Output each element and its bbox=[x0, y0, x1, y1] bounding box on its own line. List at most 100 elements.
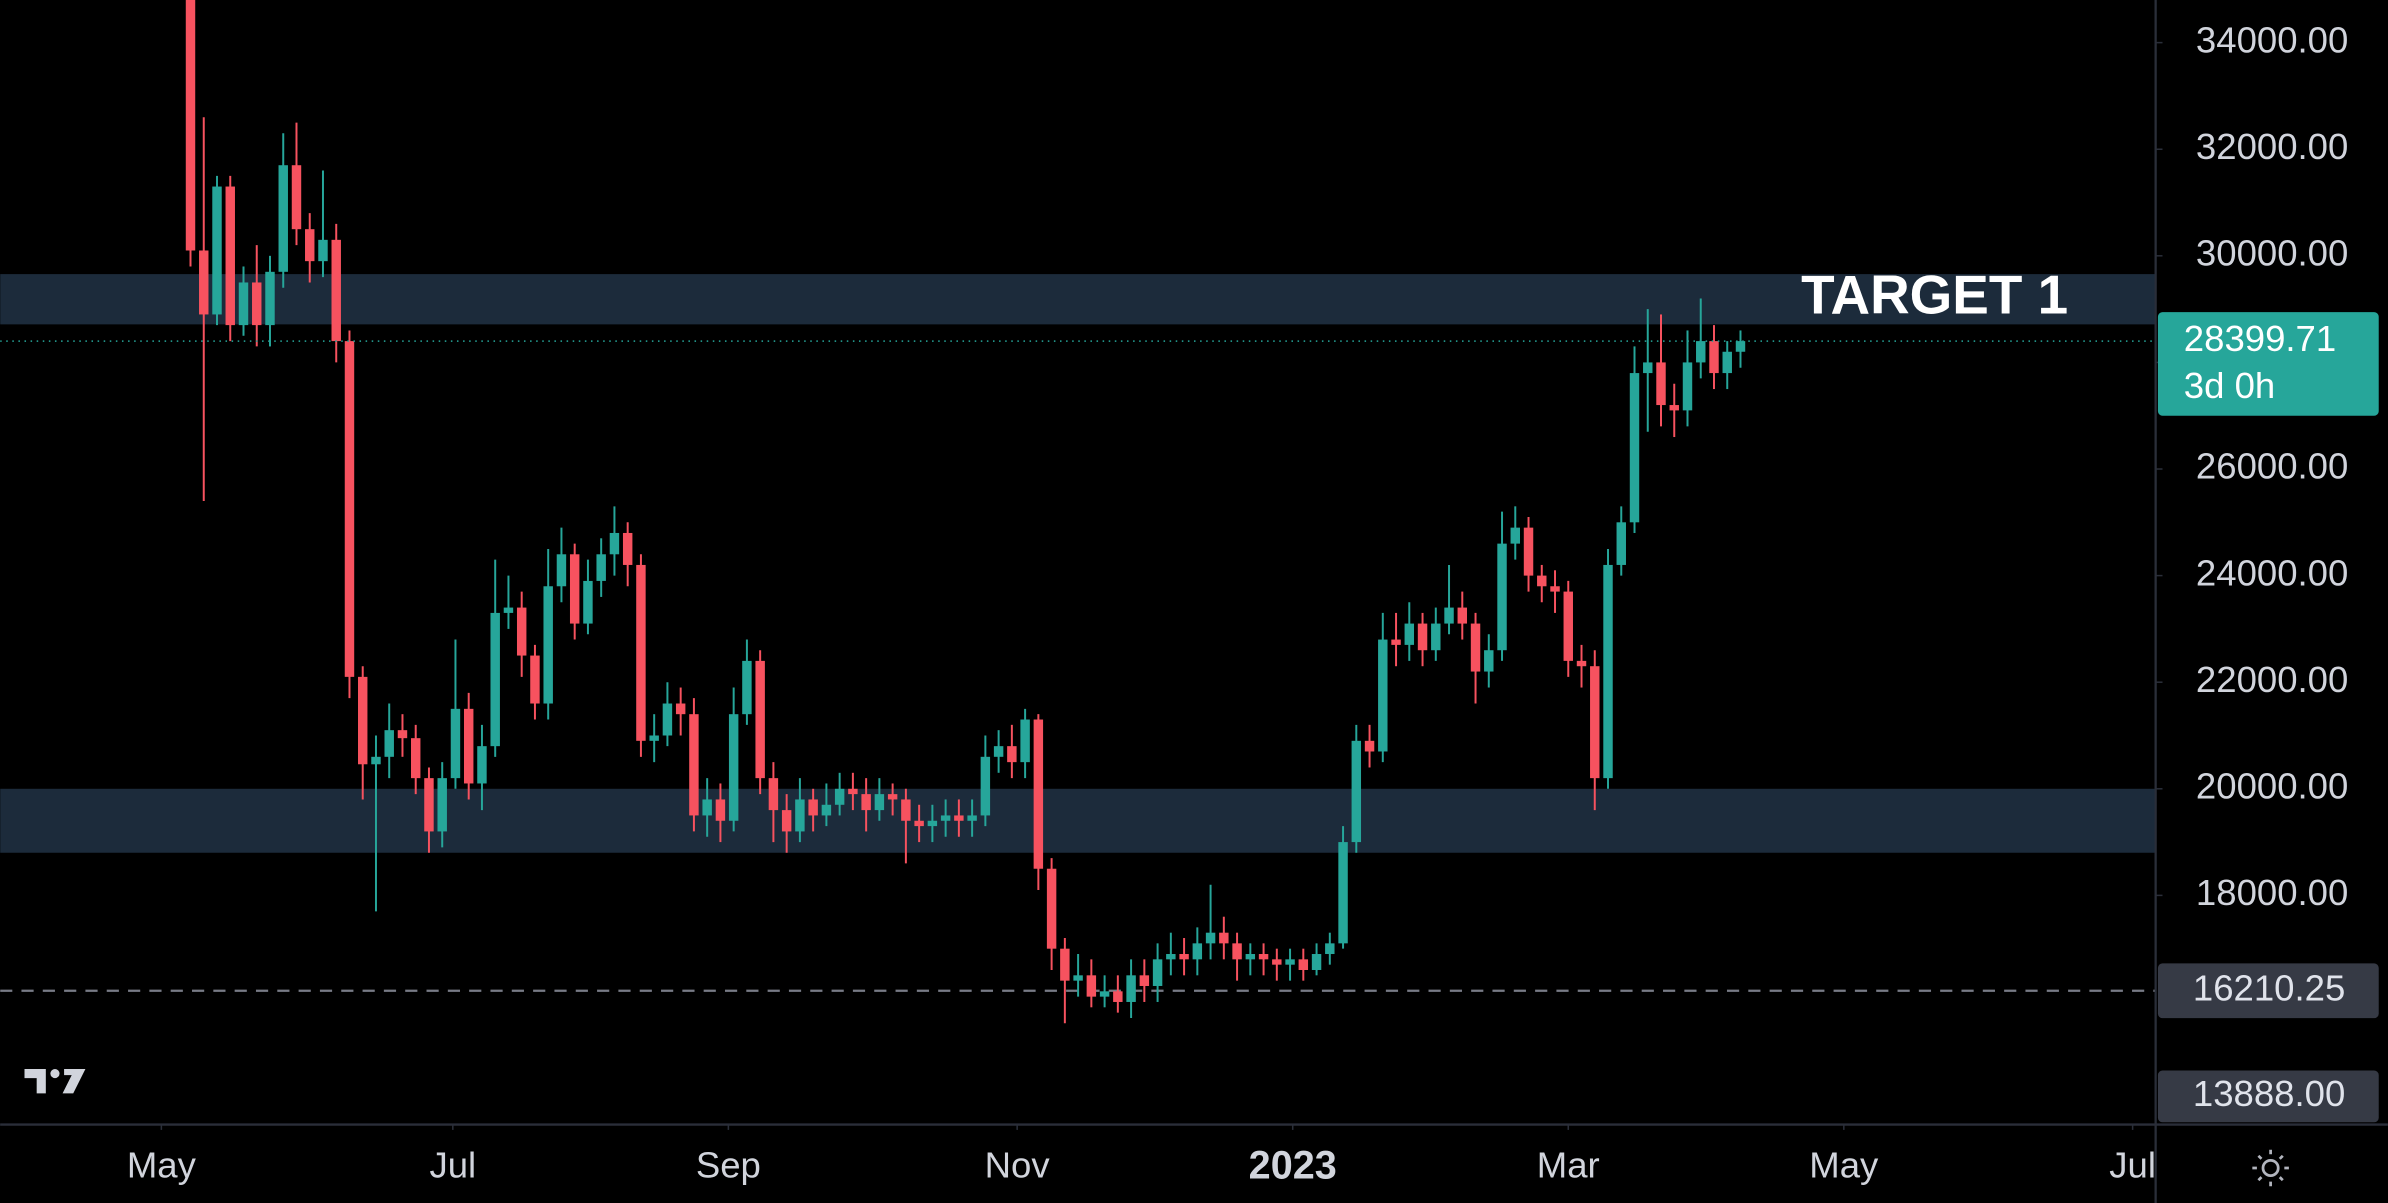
current-price-box bbox=[2157, 312, 2379, 416]
candle-body bbox=[1020, 719, 1030, 763]
price-line-box bbox=[2157, 963, 2379, 1019]
candle-body bbox=[185, 0, 196, 251]
candle-body bbox=[543, 586, 553, 704]
candle-body bbox=[662, 703, 673, 736]
candle-body bbox=[1298, 959, 1309, 971]
candle-body bbox=[1033, 719, 1044, 869]
candle-body bbox=[344, 341, 355, 677]
candle-body bbox=[967, 815, 977, 821]
price-label: 13888.00 bbox=[2193, 1073, 2345, 1114]
y-tick-label: 20000.00 bbox=[2196, 765, 2348, 806]
y-tick-label: 30000.00 bbox=[2196, 232, 2348, 273]
candle-body bbox=[1258, 954, 1269, 960]
candle-body bbox=[1709, 341, 1719, 374]
y-tick-label: 34000.00 bbox=[2196, 19, 2348, 60]
zone-label: TARGET 1 bbox=[1801, 264, 2068, 326]
candle-body bbox=[583, 580, 593, 624]
candle-body bbox=[821, 804, 832, 816]
y-tick-label: 22000.00 bbox=[2196, 659, 2348, 700]
candle-body bbox=[437, 778, 447, 832]
candle-body bbox=[1735, 341, 1746, 352]
y-tick-label: 32000.00 bbox=[2196, 126, 2348, 167]
candle-body bbox=[463, 708, 474, 784]
zone bbox=[0, 788, 2155, 853]
candle-body bbox=[728, 714, 739, 821]
x-tick-label: May bbox=[1809, 1145, 1879, 1186]
candle-body bbox=[914, 820, 924, 827]
candle-body bbox=[861, 794, 871, 811]
candle-body bbox=[397, 730, 408, 739]
candle-body bbox=[781, 810, 792, 832]
candle-body bbox=[834, 788, 845, 805]
candle-body bbox=[755, 660, 765, 779]
candle-body bbox=[1550, 586, 1560, 592]
x-tick-label: Jul bbox=[429, 1145, 476, 1186]
candle-body bbox=[1219, 932, 1229, 944]
candle-body bbox=[331, 239, 341, 342]
candle-body bbox=[1470, 623, 1481, 672]
candle-body bbox=[715, 799, 726, 821]
candle-body bbox=[1537, 575, 1547, 587]
candle-body bbox=[1563, 591, 1573, 661]
candle-body bbox=[980, 756, 991, 816]
candle-body bbox=[1311, 954, 1322, 971]
candle-body bbox=[1616, 522, 1626, 565]
x-tick-label: Jul bbox=[2109, 1145, 2156, 1186]
x-tick-label: May bbox=[127, 1145, 197, 1186]
candle-body bbox=[212, 186, 222, 315]
candle-body bbox=[1431, 623, 1441, 651]
candle-body bbox=[1682, 362, 1693, 411]
candle-body bbox=[1629, 373, 1640, 523]
candle-body bbox=[1232, 943, 1242, 960]
candle-body bbox=[901, 799, 911, 821]
candle-body bbox=[516, 607, 527, 656]
candle-body bbox=[569, 554, 580, 624]
countdown-label: 3d 0h bbox=[2184, 365, 2275, 406]
price-label-box bbox=[2157, 1070, 2379, 1123]
candle-body bbox=[1696, 341, 1706, 363]
candle-body bbox=[1364, 740, 1375, 752]
candle-body bbox=[1179, 954, 1189, 960]
candle-body bbox=[927, 820, 938, 827]
candle-body bbox=[596, 554, 606, 581]
x-tick-label: Mar bbox=[1537, 1145, 1600, 1186]
candle-body bbox=[1643, 362, 1653, 374]
candle-body bbox=[410, 738, 421, 779]
candle-body bbox=[1086, 975, 1097, 997]
candle-body bbox=[768, 778, 779, 811]
candle-body bbox=[503, 607, 514, 613]
candle-body bbox=[318, 239, 328, 262]
y-tick-label: 26000.00 bbox=[2196, 446, 2348, 487]
x-tick-label: 2023 bbox=[1249, 1143, 1337, 1187]
price-line-label: 16210.25 bbox=[2193, 967, 2345, 1008]
candle-body bbox=[1669, 405, 1679, 411]
candle-body bbox=[1272, 959, 1282, 965]
candle-body bbox=[371, 756, 381, 765]
candle-body bbox=[238, 282, 249, 326]
candle-body bbox=[1245, 954, 1256, 960]
candle-body bbox=[477, 746, 487, 784]
current-price-label: 28399.71 bbox=[2184, 318, 2336, 359]
candle-body bbox=[1113, 991, 1123, 1002]
candle-body bbox=[1205, 932, 1216, 944]
candle-body bbox=[954, 815, 964, 821]
candle-body bbox=[358, 676, 368, 765]
candle-body bbox=[993, 746, 1004, 757]
candle-body bbox=[808, 799, 818, 816]
candle-body bbox=[1378, 639, 1388, 752]
candle-body bbox=[530, 655, 540, 704]
candle-body bbox=[1457, 607, 1468, 624]
candle-body bbox=[1285, 959, 1295, 965]
candle-body bbox=[1060, 948, 1070, 981]
candle-body bbox=[450, 708, 461, 779]
candle-body bbox=[1073, 975, 1083, 981]
candle-body bbox=[490, 612, 500, 747]
candle-body bbox=[622, 532, 633, 565]
candle-body bbox=[1603, 564, 1613, 779]
candle-body bbox=[795, 799, 805, 832]
x-tick-label: Sep bbox=[696, 1145, 761, 1186]
candle-body bbox=[887, 794, 898, 800]
candle-body bbox=[1338, 842, 1348, 944]
